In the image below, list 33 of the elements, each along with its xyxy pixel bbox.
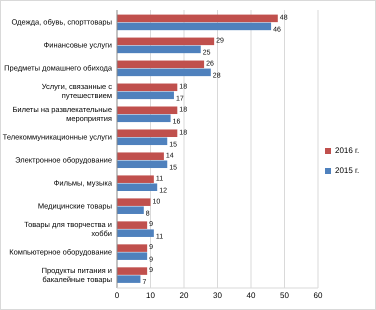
bar bbox=[117, 106, 178, 114]
bar bbox=[117, 183, 158, 192]
x-tick-label: 40 bbox=[246, 291, 256, 300]
bar bbox=[117, 252, 148, 260]
bar bbox=[117, 206, 144, 214]
bar bbox=[117, 221, 148, 229]
bar bbox=[117, 229, 154, 237]
bar bbox=[117, 129, 178, 138]
bar bbox=[117, 22, 272, 30]
x-tick-label: 50 bbox=[280, 291, 290, 300]
bar bbox=[117, 114, 171, 122]
x-tick-label: 60 bbox=[314, 291, 323, 300]
bar bbox=[117, 68, 211, 76]
bar bbox=[117, 267, 148, 275]
bar bbox=[117, 275, 140, 283]
legend-label: 2015 г. bbox=[335, 166, 360, 176]
bar bbox=[117, 175, 154, 183]
x-tick-label: 0 bbox=[114, 291, 120, 300]
x-tick-label: 30 bbox=[213, 291, 222, 300]
bar bbox=[117, 138, 168, 146]
x-tick-label: 10 bbox=[146, 291, 156, 300]
bar bbox=[117, 14, 278, 22]
bar bbox=[117, 46, 201, 54]
bar bbox=[117, 38, 214, 46]
bar bbox=[117, 60, 204, 68]
bar bbox=[117, 84, 178, 92]
bar bbox=[117, 198, 150, 206]
bar bbox=[117, 160, 168, 168]
x-tick-label: 20 bbox=[180, 291, 189, 300]
bar bbox=[117, 92, 174, 100]
legend-label: 2016 г. bbox=[335, 146, 360, 156]
bar bbox=[117, 152, 164, 160]
bar bbox=[117, 244, 148, 252]
